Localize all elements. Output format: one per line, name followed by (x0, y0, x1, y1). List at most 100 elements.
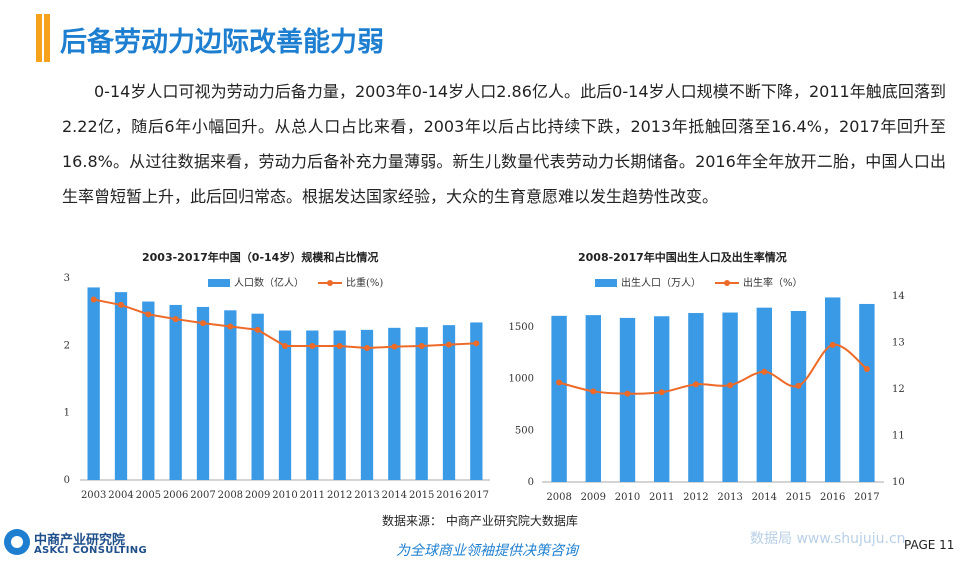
line-point (418, 343, 425, 350)
title-accent-bar-2 (44, 14, 50, 62)
line-point (863, 366, 870, 373)
bar (306, 330, 319, 480)
x-tick-label: 2009 (581, 492, 606, 503)
x-tick-label: 2006 (163, 490, 188, 501)
line-point (118, 301, 124, 308)
slogan: 为全球商业领袖提供决策咨询 (396, 543, 578, 559)
y-tick-label: 0 (64, 475, 70, 486)
page-title: 后备劳动力边际改善能力弱 (60, 27, 384, 58)
x-tick-label: 2013 (354, 490, 379, 501)
bar (551, 315, 567, 482)
line-point (90, 296, 97, 303)
legend-line-label: 比重(%) (346, 276, 383, 289)
y-left-tick-label: 500 (515, 425, 534, 436)
y-left-tick-label: 1500 (509, 322, 534, 333)
line-point (446, 341, 452, 348)
line-point (200, 320, 206, 327)
logo-cn-text: 中商产业研究院 (34, 533, 126, 548)
legend-line-marker (724, 280, 730, 286)
legend-bar-swatch (208, 279, 230, 287)
bar (251, 313, 264, 480)
line-point (254, 326, 261, 333)
y-tick-label: 3 (64, 273, 70, 284)
line-point (227, 323, 234, 330)
x-tick-label: 2016 (436, 490, 461, 501)
chart-2-title: 2008-2017年中国出生人口及出生率情况 (578, 251, 787, 264)
line-point (590, 388, 597, 395)
line-point (364, 345, 370, 352)
x-tick-label: 2003 (81, 490, 106, 501)
x-tick-label: 2008 (218, 490, 243, 501)
bar (442, 325, 456, 480)
bar (585, 315, 601, 482)
y-tick-label: 2 (64, 340, 70, 351)
bar (825, 297, 841, 482)
x-tick-label: 2016 (820, 492, 845, 503)
bar (688, 313, 704, 482)
y-right-tick-label: 10 (892, 477, 905, 488)
line-point (309, 343, 316, 350)
chart-1-title: 2003-2017年中国（0-14岁）规模和占比情况 (142, 251, 379, 264)
y-right-tick-label: 11 (892, 431, 905, 442)
x-tick-label: 2017 (464, 490, 489, 501)
bar (278, 330, 292, 480)
watermark: 数据局 www.shujuju.cn (750, 531, 906, 547)
line-point (658, 389, 665, 396)
page-number: PAGE 11 (904, 538, 955, 552)
y-left-tick-label: 1000 (509, 374, 534, 385)
legend-line-label: 出生率（%） (743, 276, 803, 289)
company-logo: 中商产业研究院 ASKCI CONSULTING (4, 527, 154, 559)
logo-en-text: ASKCI CONSULTING (34, 545, 147, 556)
bar (142, 301, 155, 480)
bar (790, 310, 807, 482)
legend-bar-label: 人口数（亿人） (234, 276, 304, 289)
line-point (829, 341, 836, 348)
data-source: 数据来源： 中商产业研究院大数据库 (382, 514, 578, 528)
bar (114, 292, 128, 480)
x-tick-label: 2007 (190, 490, 215, 501)
x-tick-label: 2010 (615, 492, 640, 503)
x-tick-label: 2011 (649, 492, 674, 503)
line-point (795, 382, 802, 389)
x-tick-label: 2008 (546, 492, 571, 503)
x-tick-label: 2015 (409, 490, 434, 501)
line-point (473, 340, 480, 347)
legend-bar-swatch (595, 279, 617, 287)
line-point (624, 390, 631, 397)
line-point (282, 343, 288, 350)
y-left-tick-label: 0 (528, 477, 534, 488)
bar (722, 312, 738, 482)
x-tick-label: 2014 (752, 492, 777, 503)
line-point (727, 382, 734, 389)
line-point (556, 379, 563, 386)
x-tick-label: 2004 (108, 490, 133, 501)
line-point (336, 343, 343, 350)
line-point (692, 381, 699, 388)
chart-2-svg: 0 500 1000 1500 10 11 12 13 14 2008 2009 2010 2011 20… (509, 276, 905, 503)
line-point (145, 311, 152, 318)
body-paragraph: 0-14岁人口可视为劳动力后备力量，2003年0-14岁人口2.86亿人。此后0… (62, 82, 946, 206)
x-tick-label: 2012 (327, 490, 352, 501)
x-tick-label: 2010 (272, 490, 297, 501)
x-tick-label: 2012 (683, 492, 708, 503)
x-tick-label: 2013 (717, 492, 742, 503)
y-tick-label: 1 (64, 408, 70, 419)
bar (619, 317, 636, 482)
y-right-tick-label: 14 (892, 291, 905, 302)
logo-icon (4, 529, 30, 555)
x-tick-label: 2017 (854, 492, 879, 503)
chart-1-svg: 0 1 2 3 2003 2004 2005 2006 2007 2008 2009 2010 2011… (64, 273, 490, 501)
line-point (172, 316, 179, 323)
bar (169, 304, 182, 480)
x-tick-label: 2011 (300, 490, 325, 501)
x-tick-label: 2015 (786, 492, 811, 503)
line-point (391, 343, 398, 350)
bar (756, 307, 772, 482)
legend-line-marker (327, 280, 333, 286)
bar (470, 322, 483, 480)
bar (224, 310, 237, 480)
x-tick-label: 2014 (382, 490, 407, 501)
title-accent-bar (36, 14, 42, 62)
series-line (558, 343, 868, 395)
x-tick-label: 2005 (136, 490, 161, 501)
